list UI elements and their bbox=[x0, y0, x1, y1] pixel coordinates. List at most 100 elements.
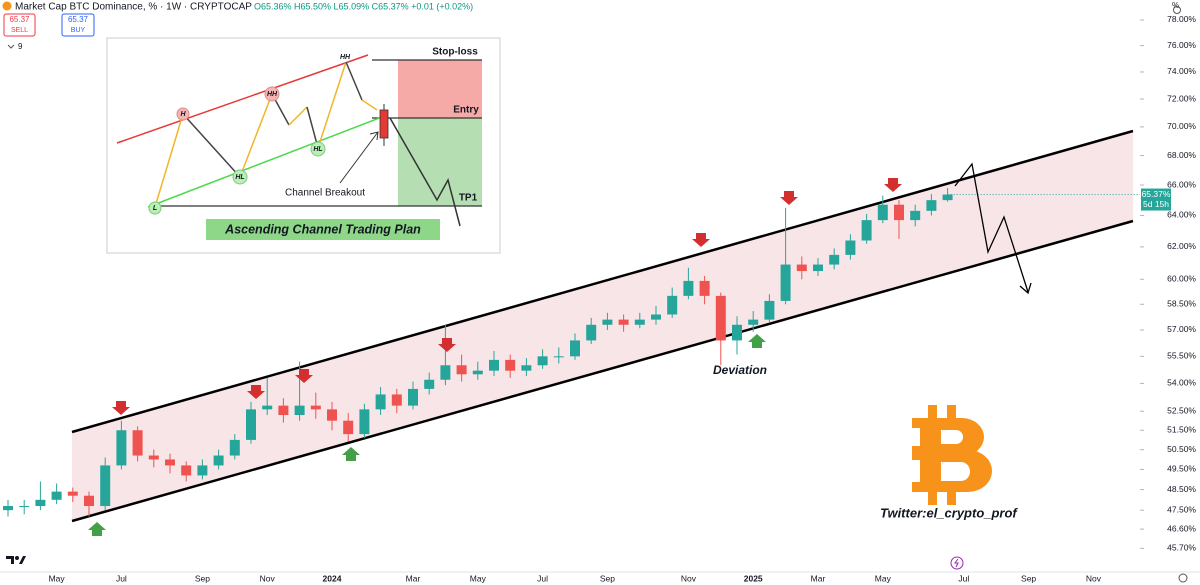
x-tick-label: Mar bbox=[406, 573, 421, 583]
alert-bolt bbox=[954, 558, 959, 568]
header-quote: O65.36% H65.50% L65.09% C65.37% +0.01 (+… bbox=[254, 1, 473, 11]
candle-body bbox=[845, 240, 856, 255]
collapse-icon[interactable] bbox=[7, 44, 15, 49]
candle-body bbox=[618, 319, 629, 325]
candle-body bbox=[213, 455, 224, 466]
buy-price: 65.37 bbox=[68, 15, 89, 24]
inset-title-box bbox=[206, 219, 440, 240]
settings-icon[interactable] bbox=[1178, 573, 1188, 583]
point-label: HH bbox=[340, 54, 351, 61]
last-price-box bbox=[1141, 188, 1171, 211]
header-bar bbox=[0, 0, 1140, 13]
y-tick-label: 62.00% bbox=[1167, 241, 1196, 251]
candle-body bbox=[375, 394, 386, 410]
stop-loss-label: Stop-loss bbox=[432, 47, 478, 58]
y-tick-label: 52.50% bbox=[1167, 406, 1196, 416]
candle-body bbox=[813, 264, 823, 272]
y-tick-label: 50.50% bbox=[1167, 444, 1196, 454]
buy-label: BUY bbox=[71, 27, 86, 34]
candle-body bbox=[408, 388, 418, 406]
candle-body bbox=[165, 459, 175, 466]
candle-body bbox=[343, 420, 354, 435]
sell-price: 65.37 bbox=[9, 15, 30, 24]
y-tick-label: 68.00% bbox=[1167, 150, 1196, 160]
candle-body bbox=[391, 394, 402, 406]
header-title: Market Cap BTC Dominance, % · 1W · CRYPT… bbox=[15, 2, 252, 13]
y-tick-label: 74.00% bbox=[1167, 66, 1196, 76]
sell-button[interactable] bbox=[3, 13, 36, 37]
x-tick-label: Mar bbox=[811, 573, 826, 583]
y-tick-label: 76.00% bbox=[1167, 40, 1196, 50]
up-arrows bbox=[88, 334, 766, 536]
indicator-count: 9 bbox=[18, 42, 23, 51]
y-tick-label: 58.50% bbox=[1167, 299, 1196, 309]
candle-body bbox=[877, 204, 888, 221]
candle-body bbox=[489, 359, 499, 371]
candle-body bbox=[246, 409, 256, 440]
candle-body bbox=[310, 405, 321, 410]
price-axis bbox=[1140, 0, 1200, 572]
y-tick-label: 48.50% bbox=[1167, 484, 1196, 494]
candle-body bbox=[537, 356, 548, 366]
projection-arrow bbox=[1019, 282, 1032, 295]
x-tick-label: May bbox=[470, 573, 487, 583]
target-zone bbox=[398, 118, 482, 206]
candle-body bbox=[748, 319, 759, 325]
y-tick-label: 55.50% bbox=[1167, 351, 1196, 361]
candle-body bbox=[294, 405, 305, 416]
candle-body bbox=[456, 365, 467, 375]
bitcoin-logo bbox=[912, 405, 992, 505]
x-tick-label: 2024 bbox=[323, 573, 342, 583]
tp1-label: TP1 bbox=[459, 193, 478, 204]
candle-body bbox=[100, 465, 111, 507]
alert-icon[interactable] bbox=[950, 556, 964, 570]
candle-body bbox=[262, 405, 273, 410]
breakout-pointer-head bbox=[369, 131, 379, 141]
x-tick-label: Nov bbox=[260, 573, 276, 583]
candle-body bbox=[667, 295, 678, 315]
buy-button[interactable] bbox=[61, 13, 95, 37]
y-tick-label: 47.50% bbox=[1167, 504, 1196, 514]
candle-body bbox=[634, 319, 645, 325]
candle-body bbox=[910, 210, 921, 221]
tv-logo bbox=[6, 556, 26, 564]
x-tick-label: 2025 bbox=[744, 573, 763, 583]
candle-body bbox=[521, 365, 532, 371]
inset-title: Ascending Channel Trading Plan bbox=[224, 222, 421, 236]
candle-body bbox=[229, 439, 240, 456]
y-tick-label: 45.70% bbox=[1167, 543, 1196, 553]
y-tick-label: 57.00% bbox=[1167, 324, 1196, 334]
breakout-label: Channel Breakout bbox=[285, 188, 365, 199]
candle-body bbox=[796, 264, 807, 272]
axis-settings-icon[interactable] bbox=[1173, 6, 1181, 14]
candle-body bbox=[472, 370, 483, 375]
candle-body bbox=[35, 499, 46, 507]
credit-label: Twitter:el_crypto_prof bbox=[880, 505, 1018, 520]
y-tick-label: 51.50% bbox=[1167, 425, 1196, 435]
candle-body bbox=[424, 379, 435, 389]
candle-body bbox=[3, 506, 13, 511]
candle-body bbox=[570, 340, 580, 357]
point-label: L bbox=[153, 205, 157, 212]
candle-body bbox=[84, 495, 94, 507]
candle-body bbox=[132, 430, 143, 456]
x-tick-label: Nov bbox=[681, 573, 697, 583]
sell-label: SELL bbox=[11, 27, 28, 34]
x-tick-label: Sep bbox=[600, 573, 615, 583]
candle-body bbox=[894, 204, 904, 221]
x-tick-label: May bbox=[49, 573, 66, 583]
candle-body bbox=[780, 264, 791, 301]
deviation-label: Deviation bbox=[713, 363, 767, 377]
point-label: HL bbox=[235, 174, 244, 181]
candle-body bbox=[651, 314, 661, 320]
x-tick-label: Nov bbox=[1086, 573, 1102, 583]
y-tick-label: 64.00% bbox=[1167, 210, 1196, 220]
candle-body bbox=[553, 356, 564, 358]
candle-body bbox=[602, 319, 613, 325]
candle-body bbox=[715, 295, 726, 341]
entry-label: Entry bbox=[453, 105, 479, 116]
candle-body bbox=[505, 359, 516, 371]
y-tick-label: 70.00% bbox=[1167, 121, 1196, 131]
candle-body bbox=[440, 365, 451, 380]
